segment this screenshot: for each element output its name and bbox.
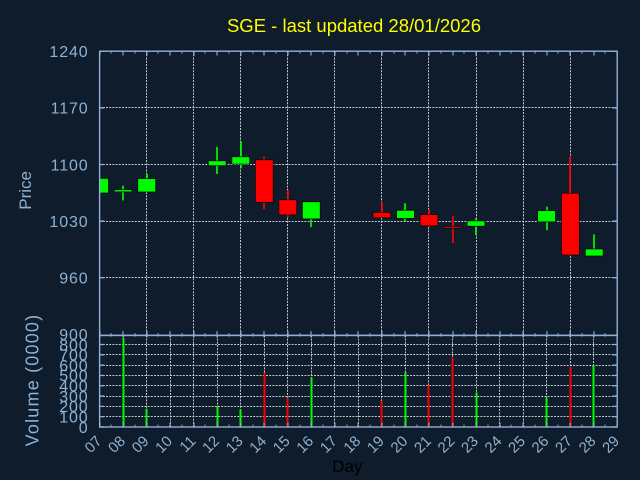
svg-text:Price: Price	[16, 171, 35, 210]
svg-text:1170: 1170	[51, 101, 89, 118]
svg-text:500: 500	[59, 368, 88, 385]
svg-text:SGE - last updated 28/01/2026: SGE - last updated 28/01/2026	[227, 15, 481, 36]
svg-text:700: 700	[59, 348, 88, 365]
svg-text:600: 600	[59, 358, 88, 375]
svg-text:Volume (0000): Volume (0000)	[23, 314, 43, 447]
svg-text:Day: Day	[332, 457, 363, 476]
svg-text:1240: 1240	[49, 44, 88, 61]
svg-text:400: 400	[59, 379, 88, 396]
svg-text:200: 200	[59, 399, 88, 416]
svg-text:300: 300	[59, 389, 88, 406]
svg-text:1030: 1030	[49, 214, 88, 231]
svg-text:0: 0	[79, 420, 89, 437]
svg-text:900: 900	[59, 327, 88, 344]
svg-text:100: 100	[59, 410, 88, 427]
svg-text:960: 960	[59, 271, 88, 288]
svg-text:800: 800	[59, 337, 88, 354]
svg-text:1100: 1100	[51, 157, 89, 174]
